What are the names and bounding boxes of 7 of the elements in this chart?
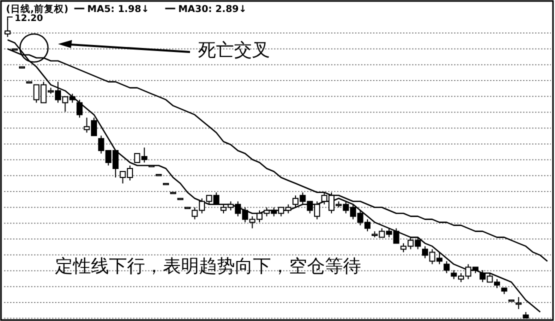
annotation: 12.20 <box>14 14 44 24</box>
legend-label: MA5: 1.98↓ <box>87 4 150 15</box>
annotation: 12.20 <box>7 14 44 24</box>
chart-title: (日线,前复权) <box>6 3 68 15</box>
legend-label: MA30: 2.89↓ <box>178 4 247 15</box>
annotation: 定性线下行，表明趋势向下，空仓等待 <box>55 256 361 277</box>
annotation: 死亡交叉 <box>198 40 270 61</box>
